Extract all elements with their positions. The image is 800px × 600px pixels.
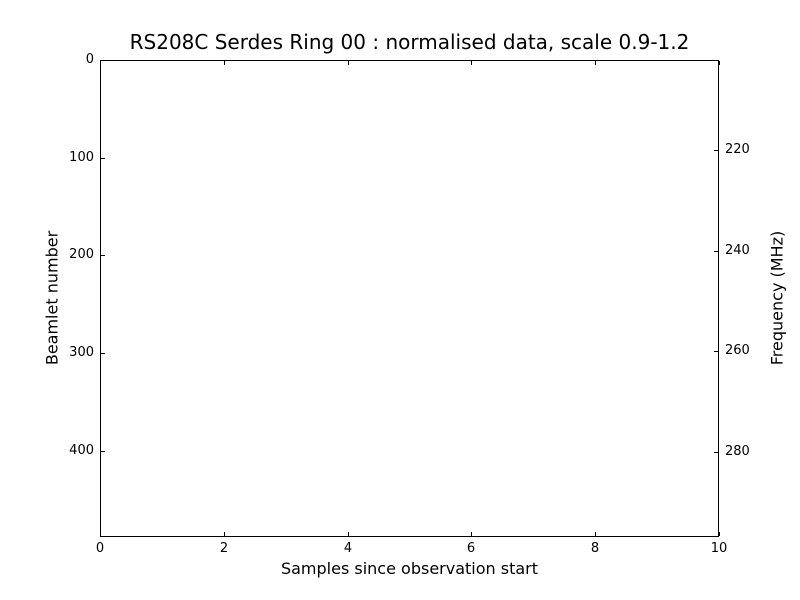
x-tick-mark-top <box>719 61 720 65</box>
y-left-tick-mark <box>101 353 105 354</box>
x-tick-label: 2 <box>219 541 229 556</box>
x-tick-mark-top <box>100 61 101 65</box>
x-tick-mark-bottom <box>719 532 720 536</box>
x-tick-label: 10 <box>710 541 728 556</box>
x-tick-label: 0 <box>95 541 105 556</box>
y-left-tick-mark <box>101 60 105 61</box>
plot-area <box>100 60 719 537</box>
y-right-tick-label: 280 <box>725 444 750 459</box>
x-tick-mark-bottom <box>100 532 101 536</box>
x-tick-mark-top <box>348 61 349 65</box>
y-left-tick-label: 0 <box>85 52 94 67</box>
y-left-tick-mark <box>101 255 105 256</box>
x-tick-label: 6 <box>466 541 476 556</box>
x-tick-mark-bottom <box>348 532 349 536</box>
y-right-tick-label: 260 <box>725 343 750 358</box>
y-right-tick-mark <box>714 150 718 151</box>
x-tick-mark-top <box>471 61 472 65</box>
x-tick-label: 4 <box>343 541 353 556</box>
y-right-tick-mark <box>714 351 718 352</box>
y-right-tick-mark <box>714 452 718 453</box>
y-left-tick-label: 100 <box>69 150 94 165</box>
y-right-tick-label: 220 <box>725 142 750 157</box>
y-left-tick-label: 300 <box>69 345 94 360</box>
x-tick-mark-bottom <box>595 532 596 536</box>
y-axis-label-right: Frequency (MHz) <box>767 230 787 366</box>
y-left-tick-label: 200 <box>69 247 94 262</box>
x-tick-mark-top <box>595 61 596 65</box>
x-tick-mark-top <box>224 61 225 65</box>
y-right-tick-mark <box>714 251 718 252</box>
y-axis-label-left: Beamlet number <box>42 230 62 366</box>
x-axis-label: Samples since observation start <box>280 559 539 578</box>
x-tick-mark-bottom <box>224 532 225 536</box>
y-left-tick-mark <box>101 451 105 452</box>
x-tick-mark-bottom <box>471 532 472 536</box>
y-right-tick-label: 240 <box>725 243 750 258</box>
y-left-tick-mark <box>101 158 105 159</box>
x-tick-label: 8 <box>590 541 600 556</box>
y-left-tick-label: 400 <box>69 443 94 458</box>
chart-title: RS208C Serdes Ring 00 : normalised data,… <box>129 30 690 54</box>
